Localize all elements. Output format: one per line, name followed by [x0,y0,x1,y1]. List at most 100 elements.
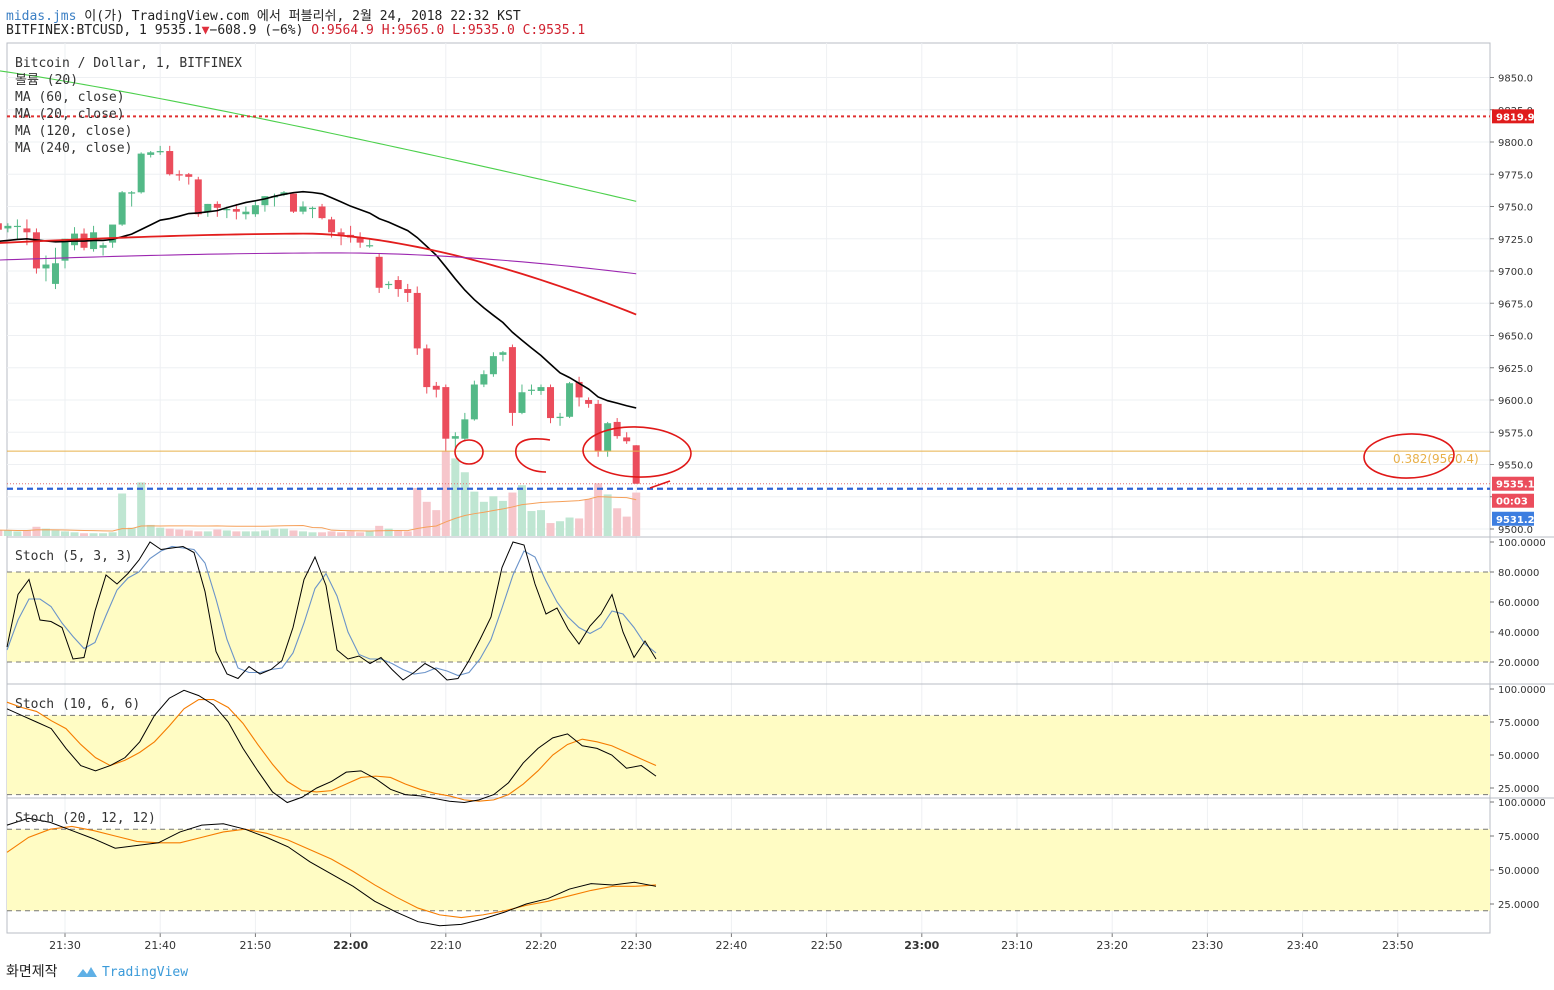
stoch-zone [7,715,1490,795]
stoch-axis-label: 75.0000 [1498,832,1539,843]
time-label: 23:10 [1001,939,1033,952]
legend-volume[interactable]: 볼륨 (20) [15,73,79,88]
candle-up [461,419,469,439]
symbol-header: BITFINEX:BTCUSD, 1 9535.1▼−608.9 (−6%) O… [6,23,585,38]
time-label: 23:50 [1382,939,1414,952]
price-axis-label: 9675.0 [1498,299,1533,310]
volume-bar [3,530,12,536]
candle-down [623,437,631,442]
stoch-axis-label: 50.0000 [1498,751,1539,762]
price-axis-label: 9850.0 [1498,74,1533,85]
legend-ma120[interactable]: MA (120, close) [15,124,133,139]
open-value: 9564.9 [326,23,374,38]
ma60-line [0,232,637,316]
volume-bar [165,528,174,536]
candle-down [213,203,221,208]
time-axis[interactable]: 21:30 21:40 21:50 22:00 22:10 22:20 22:30 22:40… [7,932,1490,952]
time-label: 21:30 [49,939,81,952]
price-axis-label: 9575.0 [1498,428,1533,439]
legend-ma20[interactable]: MA (20, close) [15,107,125,122]
candle-down [356,237,364,243]
footer: 화면제작 TradingView [6,961,188,981]
candle-up [385,283,393,286]
footer-brand[interactable]: TradingView [101,965,189,980]
candle-down [442,387,450,439]
candle-up [99,245,107,248]
candle-down [175,174,183,176]
candle-down [289,193,297,212]
footer-caption: 화면제작 [6,964,58,980]
volume-bar [365,530,374,536]
price-axis-label: 9650.0 [1498,332,1533,343]
volume-bar [460,472,469,536]
candle-up [147,152,155,155]
volume-bar [279,528,288,536]
volume-bar [327,531,336,536]
candle-up [566,383,574,417]
legend-stoch-5-3-3[interactable]: Stoch (5, 3, 3) [15,549,133,564]
candle-up [527,389,535,391]
volume-bar [194,531,203,536]
price-axis-label: 9800.0 [1498,138,1533,149]
time-label: 23:40 [1287,939,1319,952]
price-axis[interactable]: 100.0000 80.0000 60.0000 40.0000 20.0000 100.… [1490,74,1546,912]
candle-up [42,264,50,269]
volume-bar [394,530,403,536]
legend-ma240[interactable]: MA (240, close) [15,141,133,156]
stoch-d-line [6,699,657,802]
time-label: 22:10 [430,939,462,952]
publish-info: 이(가) TradingView.com 에서 퍼블리쉬, 2월 24, 201… [84,9,521,24]
candle-down [232,209,240,212]
hand-drawn-annotations [454,426,1455,489]
volume-bar [203,531,212,536]
main-legend: Bitcoin / Dollar, 1, BITFINEX 볼륨 (20) MA… [15,55,242,157]
high-level-tag: 9819.9 [1496,112,1535,123]
candle-down [547,387,555,419]
candle-down [613,421,621,437]
legend-symbol[interactable]: Bitcoin / Dollar, 1, BITFINEX [15,56,242,71]
price-axis-label: 9625.0 [1498,364,1533,375]
high-level-tag-bg [1492,109,1534,124]
low-label: L: [452,23,468,38]
volume-bar [308,532,317,536]
volume-bar [99,533,108,536]
candle-up [604,423,612,452]
volume-bar [337,532,346,536]
candle-up [480,374,488,385]
legend-stoch-10-6-6[interactable]: Stoch (10, 6, 6) [15,697,141,712]
candle-up [13,225,21,228]
publisher-user[interactable]: midas.jms [6,9,77,24]
stoch-axis-label: 80.0000 [1498,568,1539,579]
volume-bar [80,533,89,536]
price-axis-label: 9550.0 [1498,461,1533,472]
candlesticks[interactable] [0,145,640,484]
volume-bar [384,528,393,536]
candle-up [118,192,126,225]
volume-bar [413,487,422,536]
candle-down [585,400,593,404]
stoch-d-line [6,545,657,677]
candle-up [109,224,117,243]
candle-down [166,151,174,175]
price-axis-label: 9775.0 [1498,170,1533,181]
legend-stoch-20-12-12[interactable]: Stoch (20, 12, 12) [15,811,156,826]
candle-up [251,205,259,215]
candle-up [128,192,136,194]
open-label: O: [311,23,327,38]
volume-bar [89,533,98,536]
ma20-line [0,190,637,409]
candle-down [318,206,326,219]
volume-bar [260,530,269,536]
price-axis-label: 9700.0 [1498,267,1533,278]
volume-bar [13,531,22,536]
candle-down [508,347,516,413]
legend-ma60[interactable]: MA (60, close) [15,90,125,105]
price-axis-label: 9725.0 [1498,235,1533,246]
volume-bar [289,530,298,536]
stoch-axis-label: 20.0000 [1498,658,1539,669]
candle-up [299,206,307,212]
candle-down [185,174,193,177]
candle-down [575,381,583,398]
candle-down [375,256,383,288]
